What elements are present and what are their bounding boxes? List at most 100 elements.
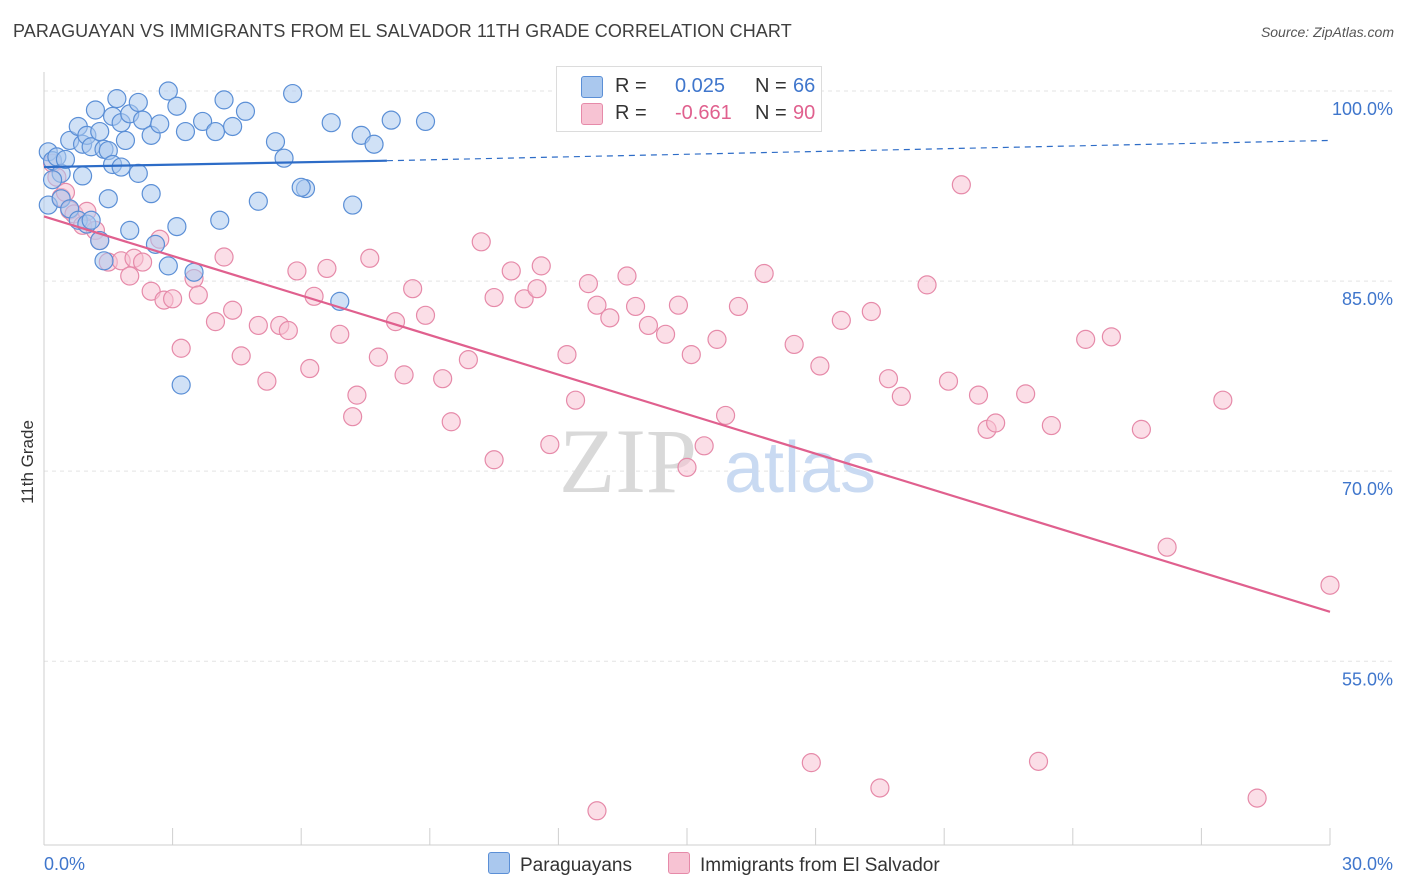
source-label: Source: ZipAtlas.com bbox=[1260, 24, 1394, 40]
salvador-point bbox=[677, 457, 697, 477]
paraguayan-point bbox=[283, 83, 303, 104]
paraguayan-point bbox=[415, 111, 436, 132]
paraguayan-point bbox=[184, 262, 204, 282]
salvador-point bbox=[1041, 415, 1061, 436]
salvador-point bbox=[360, 248, 380, 268]
salvador-point bbox=[278, 320, 298, 341]
salvador-point bbox=[231, 346, 251, 366]
salvador-point bbox=[368, 347, 388, 367]
paraguayan-point bbox=[343, 195, 363, 215]
salvador-point bbox=[304, 286, 324, 306]
salvador-point bbox=[587, 295, 607, 315]
salvador-point bbox=[163, 289, 183, 309]
salvador-point bbox=[132, 252, 153, 272]
salvador-point bbox=[1076, 329, 1096, 349]
salvador-point bbox=[565, 390, 586, 410]
trend-lines bbox=[43, 139, 1331, 613]
legend-r-value-salvador: -0.661 bbox=[675, 102, 732, 124]
salvador-point bbox=[394, 365, 414, 385]
salvador-point bbox=[471, 232, 491, 252]
paraguayan-point bbox=[223, 116, 243, 137]
salvador-point bbox=[1101, 327, 1121, 347]
paraguayan-point bbox=[205, 121, 226, 142]
paraguayan-point bbox=[150, 114, 170, 134]
watermark: ZIP atlas bbox=[559, 410, 876, 512]
paraguayans-swatch bbox=[581, 76, 603, 98]
paraguayan-point bbox=[235, 101, 256, 121]
salvador-point bbox=[540, 434, 560, 455]
paraguayan-point bbox=[107, 89, 127, 109]
salvador-point bbox=[343, 407, 363, 427]
paraguayan-point bbox=[364, 134, 384, 154]
salvador-point bbox=[1028, 751, 1049, 771]
salvador-point bbox=[330, 324, 350, 344]
paraguayan-point bbox=[128, 92, 148, 113]
paraguayans-trend-line bbox=[43, 159, 387, 169]
salvador-point bbox=[205, 312, 226, 332]
paraguayan-point bbox=[171, 375, 191, 395]
paraguayan-point bbox=[158, 81, 178, 101]
paraguayan-point bbox=[98, 189, 118, 209]
salvador-point bbox=[287, 261, 307, 281]
salvador-point bbox=[754, 263, 774, 284]
salvador-point bbox=[1157, 537, 1177, 557]
legend-n-value-paraguayans: 66 bbox=[793, 75, 816, 97]
salvador-point bbox=[655, 324, 676, 344]
salvador-point bbox=[1247, 788, 1267, 808]
salvador-point bbox=[527, 279, 547, 299]
paraguayans-legend-label: Paraguayans bbox=[520, 855, 632, 876]
paraguayan-point bbox=[72, 166, 93, 186]
salvador-point bbox=[300, 358, 320, 379]
salvador-point bbox=[638, 315, 659, 336]
salvador-point bbox=[484, 287, 504, 308]
salvador-point bbox=[870, 778, 890, 798]
y-axis-label: 11th Grade bbox=[18, 420, 37, 504]
salvador-point bbox=[938, 371, 959, 391]
salvador-point bbox=[1016, 384, 1036, 404]
salvador-point bbox=[784, 334, 804, 355]
paraguayan-point bbox=[214, 90, 234, 110]
paraguayans-legend-swatch bbox=[488, 852, 510, 874]
legend-r-label: R = bbox=[615, 102, 647, 124]
paraguayan-point bbox=[120, 220, 140, 241]
paraguayan-point bbox=[111, 157, 131, 177]
salvador-point bbox=[681, 344, 701, 365]
legend-r-value-paraguayans: 0.025 bbox=[675, 75, 726, 97]
y-tick-label: 100.0% bbox=[1332, 99, 1393, 119]
salvador-point bbox=[891, 386, 911, 407]
salvador-point bbox=[257, 371, 277, 391]
paraguayan-point bbox=[55, 149, 76, 170]
paraguayan-point bbox=[167, 96, 187, 116]
salvador-point bbox=[707, 329, 727, 349]
paraguayan-point bbox=[175, 121, 196, 142]
salvador-point bbox=[347, 385, 367, 405]
salvador-point bbox=[531, 256, 551, 276]
paraguayans-trend-extension bbox=[386, 139, 1331, 162]
tick-labels: 100.0% 85.0% 70.0% 55.0% 0.0% 30.0% bbox=[44, 99, 1393, 874]
axes bbox=[43, 72, 1331, 846]
watermark-atlas: atlas bbox=[724, 428, 876, 508]
paraguayan-point bbox=[321, 113, 341, 133]
paraguayan-point bbox=[128, 163, 148, 183]
salvador-legend-label: Immigrants from El Salvador bbox=[700, 855, 940, 876]
salvador-point bbox=[1213, 390, 1233, 410]
salvador-point bbox=[433, 369, 453, 389]
salvador-point bbox=[1320, 575, 1340, 595]
salvador-point bbox=[801, 753, 821, 773]
salvador-point bbox=[694, 436, 714, 456]
salvador-point bbox=[600, 308, 620, 328]
paraguayan-point bbox=[94, 251, 114, 271]
salvador-point bbox=[484, 450, 504, 470]
salvador-trend-line bbox=[43, 215, 1331, 613]
salvador-point bbox=[715, 405, 736, 426]
salvador-point bbox=[248, 315, 268, 336]
paraguayan-point bbox=[158, 256, 178, 276]
watermark-zip: ZIP bbox=[559, 410, 697, 512]
salvador-point bbox=[625, 296, 646, 317]
chart-title: PARAGUAYAN VS IMMIGRANTS FROM EL SALVADO… bbox=[13, 21, 792, 41]
salvador-point bbox=[578, 274, 599, 294]
salvador-point bbox=[415, 305, 436, 325]
salvador-point bbox=[514, 289, 534, 309]
paraguayan-point bbox=[274, 148, 294, 168]
